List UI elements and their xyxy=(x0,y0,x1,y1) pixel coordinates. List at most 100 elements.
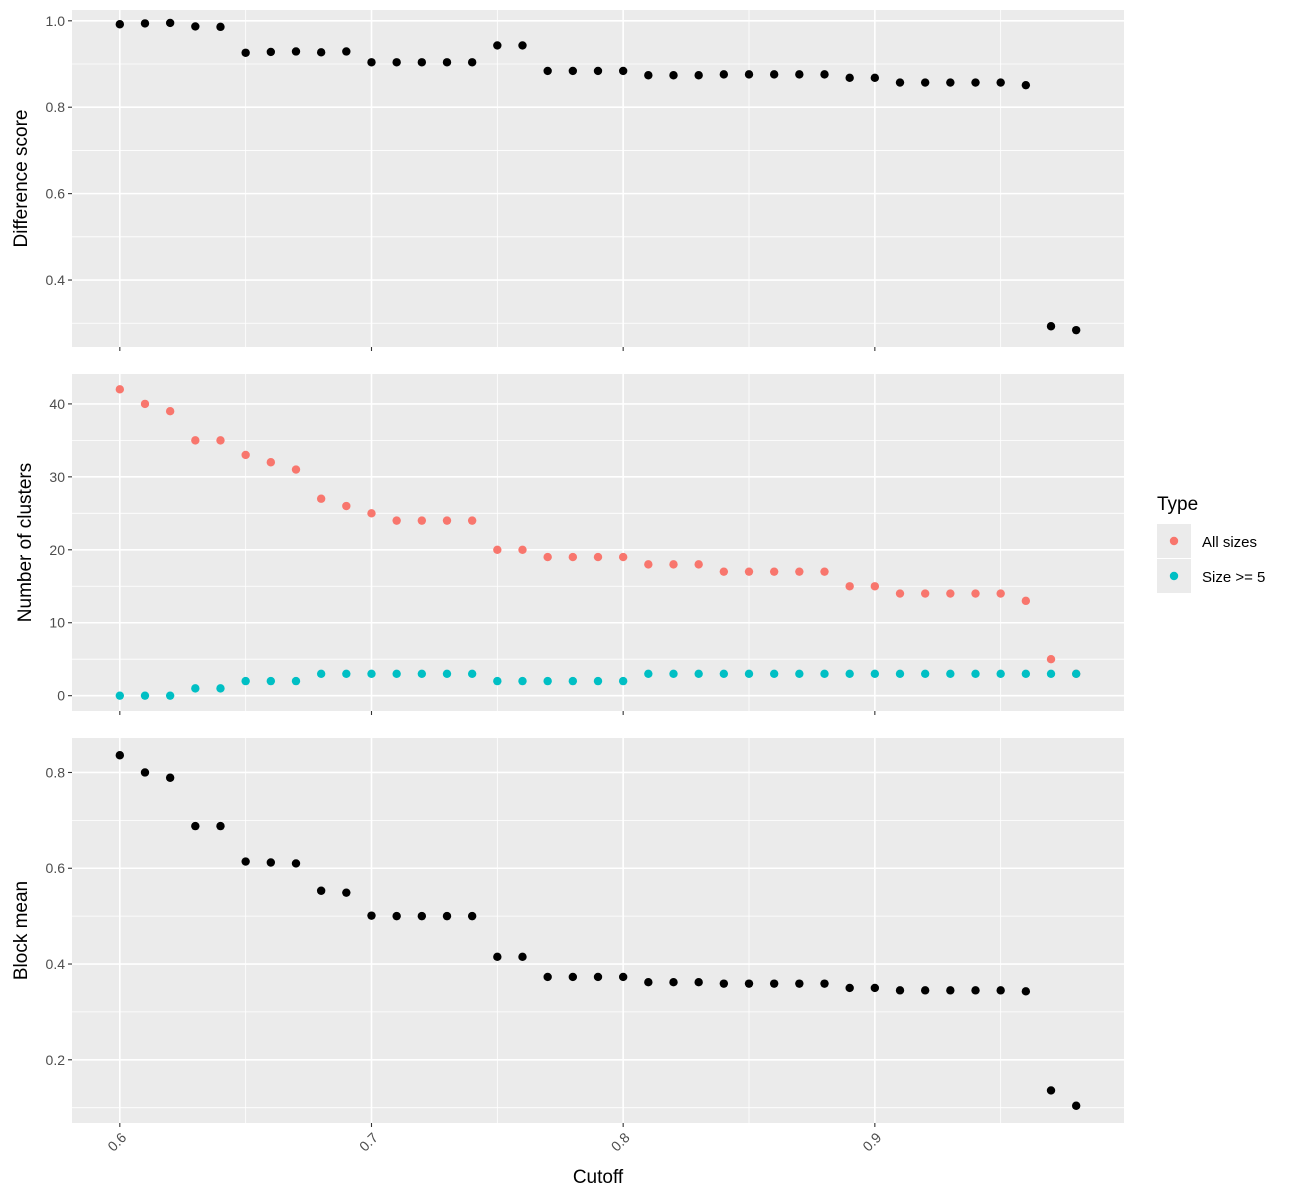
point-size-ge-5 xyxy=(719,669,729,678)
point-all-sizes xyxy=(442,516,452,525)
data-point xyxy=(342,888,351,897)
legend-title: Type xyxy=(1157,494,1198,515)
panel-grid xyxy=(72,374,1124,711)
point-size-ge-5 xyxy=(618,676,628,686)
data-point xyxy=(543,972,552,982)
point-size-ge-5 xyxy=(568,676,578,686)
panel-number-of-clusters: 0 10 20 30 40 Number of clusters xyxy=(15,374,1124,715)
data-point xyxy=(316,48,326,57)
y-tick-label: 0.4 xyxy=(46,956,66,972)
data-point xyxy=(694,978,703,987)
x-axis-ticks xyxy=(119,347,876,351)
x-tick-label: 0.7 xyxy=(356,1129,381,1154)
point-all-sizes xyxy=(769,567,779,576)
point-size-ge-5 xyxy=(367,669,376,678)
data-point xyxy=(291,859,301,868)
point-size-ge-5 xyxy=(191,684,200,693)
x-axis-ticks: 0.6 0.7 0.8 0.9 xyxy=(104,1123,885,1154)
point-all-sizes xyxy=(946,589,955,598)
point-all-sizes xyxy=(140,399,150,409)
data-point xyxy=(241,857,250,866)
point-all-sizes xyxy=(845,582,854,591)
data-point xyxy=(946,986,955,995)
data-point xyxy=(644,978,653,987)
point-size-ge-5 xyxy=(467,669,477,678)
data-point xyxy=(165,773,175,782)
point-all-sizes xyxy=(895,589,905,598)
data-point xyxy=(140,768,150,777)
point-all-sizes xyxy=(518,545,527,554)
y-tick-label: 20 xyxy=(49,542,65,558)
data-point xyxy=(744,979,754,988)
data-point xyxy=(996,986,1005,995)
point-size-ge-5 xyxy=(216,684,225,693)
data-point xyxy=(392,58,401,67)
data-point xyxy=(266,47,276,57)
point-size-ge-5 xyxy=(291,676,301,686)
data-point xyxy=(795,70,804,79)
panel-difference-score: 0.4 0.6 0.8 1.0 Difference score xyxy=(11,10,1124,351)
point-size-ge-5 xyxy=(442,669,452,678)
point-size-ge-5 xyxy=(1071,669,1081,678)
data-point xyxy=(367,58,376,67)
data-point xyxy=(593,972,603,982)
data-point xyxy=(1046,1086,1056,1095)
point-size-ge-5 xyxy=(996,669,1005,678)
point-all-sizes xyxy=(920,589,930,598)
data-point xyxy=(518,41,527,50)
data-point xyxy=(1046,322,1056,331)
point-all-sizes xyxy=(618,552,628,562)
point-all-sizes xyxy=(241,450,250,460)
point-all-sizes xyxy=(316,494,326,503)
point-all-sizes xyxy=(191,436,200,445)
data-point xyxy=(216,22,225,32)
data-point xyxy=(493,952,502,962)
data-point xyxy=(895,986,905,995)
legend: Type All sizes Size >= 5 xyxy=(1157,494,1265,593)
data-point xyxy=(769,979,779,988)
point-size-ge-5 xyxy=(920,669,930,678)
data-point xyxy=(392,911,401,921)
data-point xyxy=(719,979,729,988)
point-size-ge-5 xyxy=(417,669,427,678)
data-point xyxy=(920,78,930,87)
data-point xyxy=(367,911,376,920)
point-all-sizes xyxy=(719,567,729,576)
point-size-ge-5 xyxy=(1021,669,1031,678)
point-all-sizes xyxy=(493,545,502,554)
data-point xyxy=(191,22,200,31)
y-axis-title: Number of clusters xyxy=(15,463,36,622)
point-size-ge-5 xyxy=(316,669,326,678)
point-size-ge-5 xyxy=(845,669,854,678)
data-point xyxy=(895,78,905,87)
y-tick-label: 30 xyxy=(49,469,65,485)
point-size-ge-5 xyxy=(266,676,276,686)
data-point xyxy=(644,71,653,80)
x-axis-ticks xyxy=(119,711,876,715)
data-point xyxy=(618,66,628,76)
point-all-sizes xyxy=(593,552,603,562)
point-size-ge-5 xyxy=(241,676,250,686)
point-size-ge-5 xyxy=(342,669,351,678)
point-size-ge-5 xyxy=(493,676,502,686)
data-point xyxy=(291,47,301,56)
point-all-sizes xyxy=(568,552,578,562)
y-tick-label: 40 xyxy=(49,396,65,412)
data-point xyxy=(417,58,427,67)
data-point xyxy=(467,911,477,921)
data-point xyxy=(342,47,351,56)
data-point xyxy=(1021,80,1031,90)
data-point xyxy=(241,48,250,57)
legend-label-size-5: Size >= 5 xyxy=(1202,569,1265,586)
y-axis-title: Difference score xyxy=(11,110,32,248)
data-point xyxy=(115,751,125,760)
point-all-sizes xyxy=(115,385,125,394)
y-axis-ticks: 0.4 0.6 0.8 1.0 xyxy=(46,13,72,288)
legend-label-all-sizes: All sizes xyxy=(1202,534,1257,551)
point-size-ge-5 xyxy=(593,676,603,686)
data-point xyxy=(316,886,326,895)
point-all-sizes xyxy=(996,589,1005,598)
point-all-sizes xyxy=(971,589,980,598)
data-points xyxy=(115,751,1081,1110)
data-points xyxy=(115,385,1081,700)
